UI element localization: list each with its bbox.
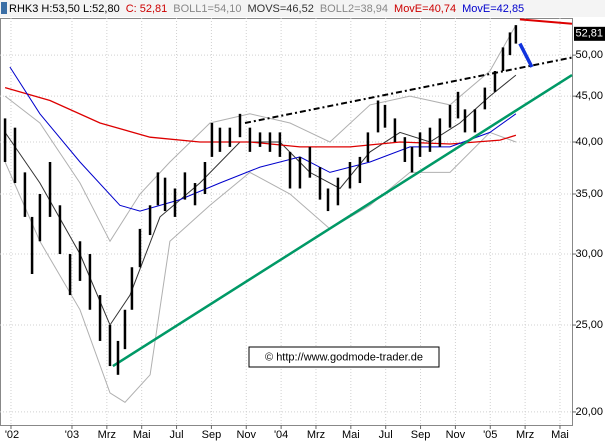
header-item: RHK3 H:53,50 L:52,80 [9,3,120,15]
x-tick-label: Jul [170,429,184,441]
y-tick-label: 35,00 [575,188,603,200]
header-item: MOVS=46,52 [247,3,313,15]
x-tick-label: Sep [202,429,222,441]
overlay-line [519,18,573,25]
header-item: C: 52,81 [126,3,168,15]
y-tick-label: 40,00 [575,136,603,148]
y-tick-label: 30,00 [575,248,603,260]
header-item: MovE=40,74 [394,3,456,15]
header-item: BOLL2=38,94 [320,3,388,15]
x-tick-label: Mai [551,429,569,441]
overlay-line [4,131,517,403]
overlay-line [4,24,517,243]
overlay-line [9,66,517,212]
header-item: MovE=42,85 [462,3,524,15]
x-tick-label: Mai [342,429,360,441]
x-tick-label: Mrz [516,429,534,441]
x-tick-label: '03 [65,429,79,441]
overlay-line [112,74,573,368]
header-item: BOLL1=54,10 [173,3,241,15]
x-tick-label: '04 [274,429,288,441]
x-tick-label: Mrz [307,429,325,441]
x-tick-label: '05 [483,429,497,441]
x-tick-label: Nov [236,429,256,441]
x-tick-label: Jul [379,429,393,441]
overlay-line [518,42,534,68]
x-tick-label: Mrz [98,429,116,441]
header-icon [1,2,7,14]
y-tick-label: 50,00 [575,49,603,61]
x-tick-label: '02 [5,429,19,441]
y-tick-label: 25,00 [575,319,603,331]
x-tick-label: Mai [133,429,151,441]
x-tick-label: Sep [411,429,431,441]
header-bar [0,0,605,17]
last-price-label: 52,81 [575,28,603,40]
y-tick-label: 45,00 [575,90,603,102]
watermark: © http://www.godmode-trader.de [265,351,423,363]
x-tick-label: Nov [446,429,466,441]
watermark-box [248,346,440,368]
last-price-box [574,26,605,41]
y-tick-label: 20,00 [575,406,603,418]
